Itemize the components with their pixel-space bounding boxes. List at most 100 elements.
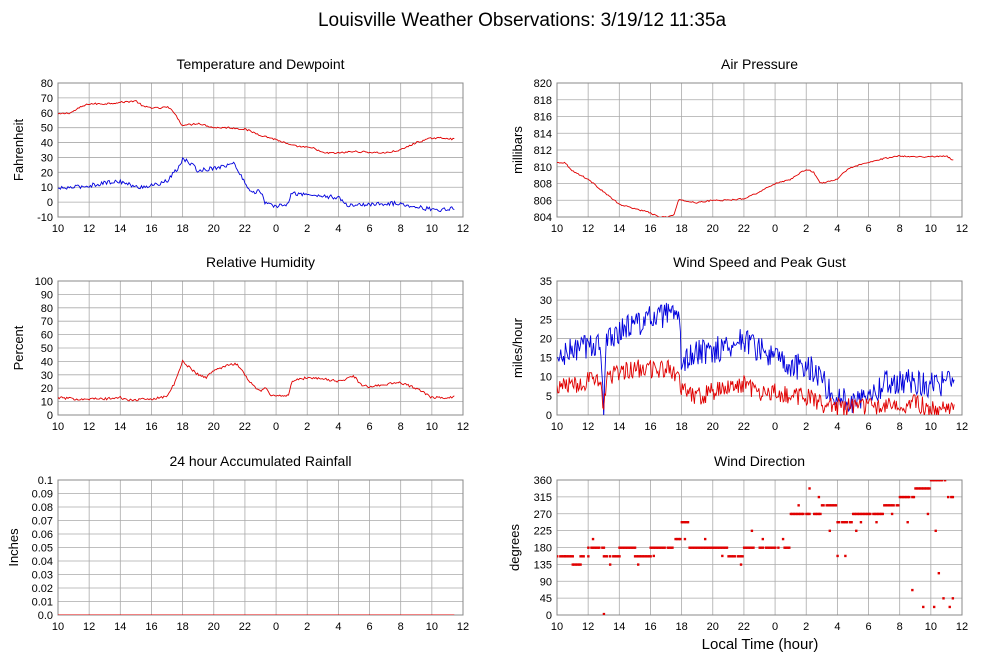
chart-pres: Air Pressuremillibars8048068088108128148… [510,56,968,235]
y-tick-label: 806 [534,195,552,207]
direction-point [951,495,955,499]
y-axis-label: Fahrenheit [11,119,26,182]
direction-point [608,555,612,558]
direction-point [764,546,768,549]
direction-point [761,546,765,549]
x-tick-label: 10 [925,621,937,633]
y-tick-label: 820 [534,78,552,90]
direction-point [565,555,568,558]
x-tick-label: 14 [114,421,126,433]
x-tick-label: 12 [457,621,469,633]
x-tick-label: 18 [675,621,687,633]
x-tick-label: 22 [738,223,750,235]
x-tick-label: 10 [426,421,438,433]
direction-point [873,512,877,516]
y-tick-label: 808 [534,179,552,191]
x-tick-label: 8 [398,421,404,433]
x-tick-label: 22 [239,223,251,235]
direction-point [742,546,746,549]
y-tick-label: 80 [41,303,53,315]
x-tick-label: 22 [738,621,750,633]
direction-point [814,512,817,516]
x-axis-label: Local Time (hour) [702,636,819,653]
y-tick-label: 270 [534,509,552,521]
direction-point [886,504,889,507]
chart-title: Wind Direction [714,453,805,469]
direction-point [931,480,934,482]
y-tick-label: 50 [41,343,53,355]
y-tick-label: -10 [37,212,53,224]
x-tick-label: 22 [239,421,251,433]
direction-point [802,512,805,516]
x-tick-label: 16 [145,223,157,235]
series-line-red [557,155,954,217]
direction-point [582,555,585,558]
x-tick-label: 10 [551,621,563,633]
direction-point [602,546,606,549]
x-tick-label: 20 [707,621,719,633]
direction-point [900,495,903,499]
direction-point [671,546,674,549]
x-tick-label: 16 [644,223,656,235]
y-tick-label: 0.08 [32,502,53,514]
direction-point [777,546,780,549]
direction-point [856,512,860,516]
page-title: Louisville Weather Observations: 3/19/12… [318,10,726,31]
direction-point [733,555,736,558]
x-tick-label: 0 [772,223,778,235]
y-tick-label: 0.01 [32,597,53,609]
direction-point [920,487,923,490]
direction-point [579,555,582,558]
direction-point [926,487,930,490]
direction-point [613,555,617,558]
y-tick-label: 10 [540,372,552,384]
direction-point [646,555,649,558]
x-tick-label: 6 [865,621,871,633]
direction-point [637,555,640,558]
direction-point [855,512,858,516]
plot-frame [57,82,464,218]
direction-point [630,546,634,549]
direction-point [848,521,852,524]
direction-point [576,563,579,566]
x-tick-label: 14 [613,621,625,633]
direction-point [844,521,847,524]
direction-point [795,512,799,516]
direction-point [789,512,793,516]
direction-point [560,555,564,558]
direction-point [605,555,609,558]
direction-point [800,512,803,516]
direction-point [906,495,909,499]
direction-point [591,546,595,549]
direction-point [722,546,726,549]
x-tick-label: 16 [145,421,157,433]
direction-point [632,546,635,549]
direction-point [629,546,632,549]
direction-point [805,512,808,516]
y-axis-label: millibars [510,126,525,174]
direction-point [638,555,641,558]
direction-point [767,546,771,549]
x-tick-label: 16 [644,621,656,633]
y-tick-label: 812 [534,145,552,157]
direction-point [661,546,665,549]
x-tick-label: 4 [335,421,341,433]
direction-point [694,546,698,549]
y-tick-label: 0 [546,410,552,422]
x-tick-label: 6 [865,223,871,235]
direction-point [925,487,928,490]
direction-point [719,546,722,549]
direction-point [739,563,743,566]
direction-point [562,555,565,558]
x-tick-label: 12 [956,223,968,235]
direction-point [574,563,578,566]
direction-point [816,512,819,516]
direction-point [828,529,831,533]
direction-point [788,546,791,549]
direction-point [655,546,659,549]
x-tick-label: 2 [803,223,809,235]
direction-point [700,546,704,549]
direction-point [635,555,638,558]
